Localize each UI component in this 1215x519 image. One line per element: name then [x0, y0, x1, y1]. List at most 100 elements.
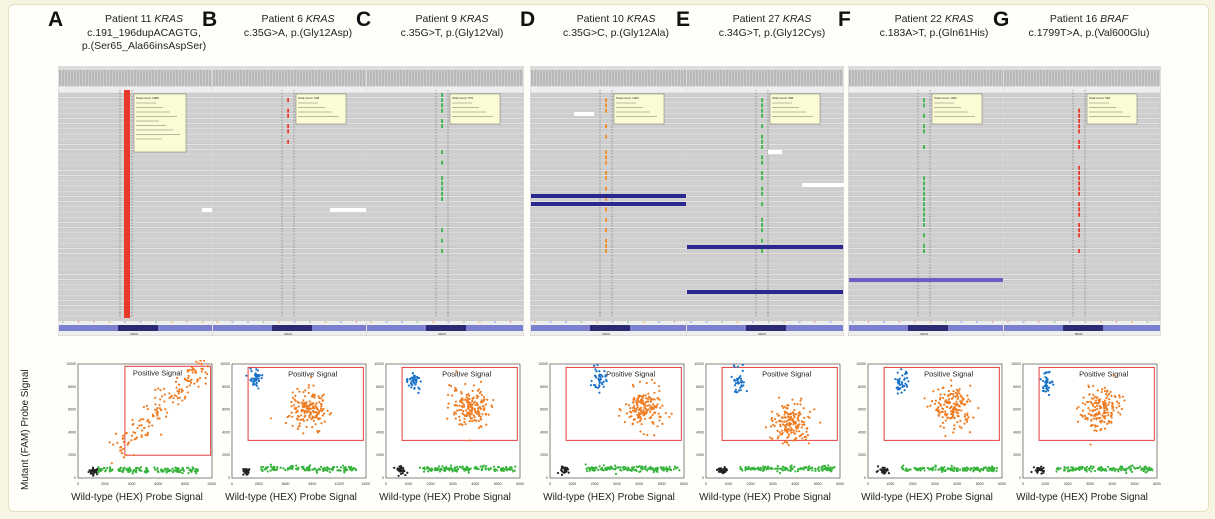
variant-base	[923, 103, 925, 108]
highlight-read	[531, 202, 687, 206]
coverage-bar	[969, 70, 972, 86]
variant-base	[441, 238, 443, 243]
wildtype-droplet	[917, 468, 920, 472]
mutant-droplet	[286, 415, 289, 419]
mutant-droplet	[946, 405, 949, 409]
variant-base	[441, 108, 443, 113]
coverage-bar	[666, 70, 669, 86]
fam-only-droplet	[1041, 386, 1045, 389]
wildtype-droplet	[484, 464, 488, 468]
coverage-bar	[412, 70, 415, 86]
mutant-droplet	[656, 425, 659, 428]
sequence-read	[1003, 311, 1161, 316]
coverage-bar	[1115, 70, 1118, 86]
variant-base	[761, 108, 763, 113]
y-tick-label: 8000	[1013, 385, 1021, 389]
wildtype-droplet	[437, 465, 441, 468]
coverage-bar	[918, 70, 921, 86]
reference-base: A	[721, 320, 723, 324]
coverage-bar	[873, 70, 876, 86]
mutant-droplet	[196, 378, 199, 381]
wildtype-droplet	[1092, 465, 1095, 468]
mutant-droplet	[641, 397, 644, 400]
positive-signal-label: Positive Signal	[1079, 369, 1129, 378]
sequence-read	[366, 134, 524, 139]
mutant-droplet	[645, 382, 648, 385]
wildtype-droplet	[1056, 466, 1060, 469]
reference-base: C	[976, 320, 979, 324]
sequence-read	[366, 269, 524, 274]
wildtype-droplet	[771, 467, 774, 470]
reference-base: G	[278, 320, 281, 324]
sequence-read	[1003, 139, 1161, 144]
variant-base	[441, 98, 443, 103]
coverage-bar	[798, 70, 801, 86]
wildtype-droplet	[1093, 469, 1097, 473]
positive-signal-label: Positive Signal	[442, 369, 492, 378]
fam-only-droplet	[250, 377, 253, 380]
mutant-droplet	[770, 418, 773, 421]
coverage-bar	[297, 70, 300, 86]
wildtype-droplet	[776, 464, 779, 468]
mutant-droplet	[783, 413, 786, 416]
mutant-droplet	[659, 415, 662, 419]
sequence-read	[58, 196, 216, 202]
coverage-bar	[663, 70, 666, 86]
sequence-read	[1003, 181, 1161, 186]
variant-base	[441, 176, 443, 181]
mutant-droplet	[318, 401, 321, 404]
coverage-bar	[176, 70, 179, 86]
coverage-bar	[454, 70, 457, 86]
wildtype-droplet	[778, 471, 782, 475]
sequence-read	[366, 196, 524, 202]
gene-track-label: KRAS	[130, 332, 138, 336]
reference-base: C	[386, 320, 389, 324]
mutant-droplet	[793, 432, 797, 435]
coverage-bar	[603, 70, 606, 86]
sequence-read	[530, 233, 688, 238]
mutant-droplet	[175, 386, 178, 389]
sequence-read	[366, 118, 524, 124]
wildtype-droplet	[288, 467, 291, 470]
mutant-droplet	[115, 432, 118, 435]
fam-only-droplet	[411, 379, 414, 382]
wildtype-droplet	[1069, 469, 1072, 472]
wildtype-droplet	[446, 467, 449, 471]
fam-only-droplet	[737, 382, 741, 385]
wildtype-droplet	[308, 465, 311, 468]
sequence-read	[58, 207, 216, 212]
panel-header: Patient 22 KRAS c.183A>T, p.(Gln61His)	[854, 13, 1014, 40]
coverage-bar	[1052, 70, 1055, 86]
mutant-droplet	[480, 407, 483, 410]
sequence-read	[530, 186, 688, 191]
reference-base: T	[899, 320, 901, 324]
y-tick-label: 4000	[376, 430, 384, 434]
mutant-droplet	[305, 401, 308, 404]
coverage-bar	[1055, 70, 1058, 86]
mutant-droplet	[1096, 407, 1099, 411]
mutant-droplet	[637, 397, 640, 400]
sequence-read	[848, 139, 1006, 144]
mutant-droplet	[1088, 393, 1091, 396]
wildtype-droplet	[1135, 466, 1139, 470]
mutant-droplet	[1077, 405, 1080, 409]
wildtype-droplet	[802, 468, 805, 471]
coverage-bar	[80, 70, 83, 86]
wildtype-droplet	[131, 470, 134, 473]
coverage-bar	[354, 70, 357, 86]
reference-base: T	[868, 320, 870, 324]
mutant-droplet	[651, 413, 654, 417]
wildtype-droplet	[176, 467, 179, 470]
mutant-droplet	[305, 405, 308, 408]
wildtype-droplet	[270, 465, 273, 468]
sequence-read	[848, 196, 1006, 202]
wildtype-droplet	[592, 466, 596, 470]
reference-base: G	[479, 320, 482, 324]
sequence-read	[530, 134, 688, 139]
mutant-droplet	[941, 386, 944, 390]
wildtype-droplet	[753, 467, 756, 471]
fam-only-droplet	[411, 372, 414, 375]
reference-base: C	[1023, 320, 1026, 324]
wildtype-droplet	[1106, 465, 1110, 468]
coverage-bar	[484, 70, 487, 86]
